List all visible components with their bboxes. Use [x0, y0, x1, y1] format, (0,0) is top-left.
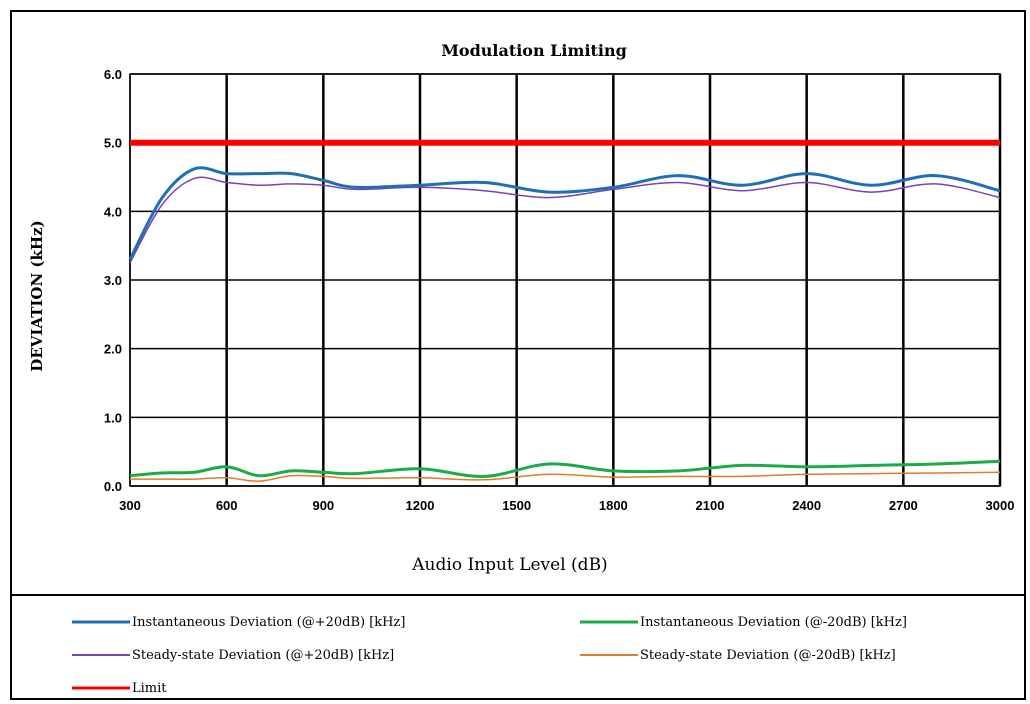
tick-labels: 0.0 1.0 2.0 3.0 4.0 5.0 6.0 300 600 900 1200 1500 18…	[104, 67, 1015, 513]
series-line-4	[130, 471, 1001, 482]
legend-item: Steady-state Deviation (@-20dB) [kHz]	[580, 648, 896, 663]
series-line-2	[129, 459, 1001, 478]
x-tick-label: 600	[216, 498, 238, 513]
chart-title: Modulation Limiting	[441, 41, 627, 60]
chart-frame: Modulation Limiting 0.0 1.0 2.0 3.0 4.0 5.0 6.…	[10, 10, 1026, 700]
x-tick-label: 900	[312, 498, 334, 513]
y-tick-label: 3.0	[104, 273, 122, 288]
x-tick-label: 3000	[986, 498, 1015, 513]
legend-label: Steady-state Deviation (@+20dB) [kHz]	[132, 648, 394, 663]
series-line-1	[128, 166, 1001, 261]
x-tick-label: 1800	[599, 498, 628, 513]
x-tick-label: 1500	[502, 498, 531, 513]
legend-label: Instantaneous Deviation (@-20dB) [kHz]	[640, 615, 907, 630]
series-line-3	[129, 176, 1001, 264]
plot-border	[129, 73, 1001, 487]
y-tick-label: 5.0	[104, 136, 122, 151]
y-tick-label: 0.0	[104, 479, 122, 494]
y-axis-label: DEVIATION (kHz)	[28, 220, 46, 371]
legend-item: Instantaneous Deviation (@+20dB) [kHz]	[72, 615, 405, 630]
legend-label: Steady-state Deviation (@-20dB) [kHz]	[640, 648, 896, 663]
y-tick-label: 6.0	[104, 67, 122, 82]
series-lines	[128, 139, 1001, 482]
y-tick-label: 1.0	[104, 410, 122, 425]
y-tick-label: 4.0	[104, 204, 122, 219]
x-tick-label: 300	[119, 498, 141, 513]
legend-item: Instantaneous Deviation (@-20dB) [kHz]	[580, 615, 907, 630]
legend-label: Instantaneous Deviation (@+20dB) [kHz]	[132, 615, 405, 630]
grid-lines	[129, 73, 1002, 487]
legend-item: Steady-state Deviation (@+20dB) [kHz]	[72, 648, 394, 663]
x-tick-label: 2400	[792, 498, 821, 513]
legend-item: Limit	[72, 681, 167, 696]
chart-canvas: Modulation Limiting 0.0 1.0 2.0 3.0 4.0 5.0 6.…	[12, 41, 1024, 696]
legend-label: Limit	[132, 681, 167, 696]
x-axis-label: Audio Input Level (dB)	[411, 555, 607, 575]
x-tick-label: 2100	[696, 498, 725, 513]
x-tick-label: 2700	[889, 498, 918, 513]
y-tick-label: 2.0	[104, 342, 122, 357]
x-tick-label: 1200	[406, 498, 435, 513]
legend: Instantaneous Deviation (@+20dB) [kHz] In…	[72, 615, 907, 696]
